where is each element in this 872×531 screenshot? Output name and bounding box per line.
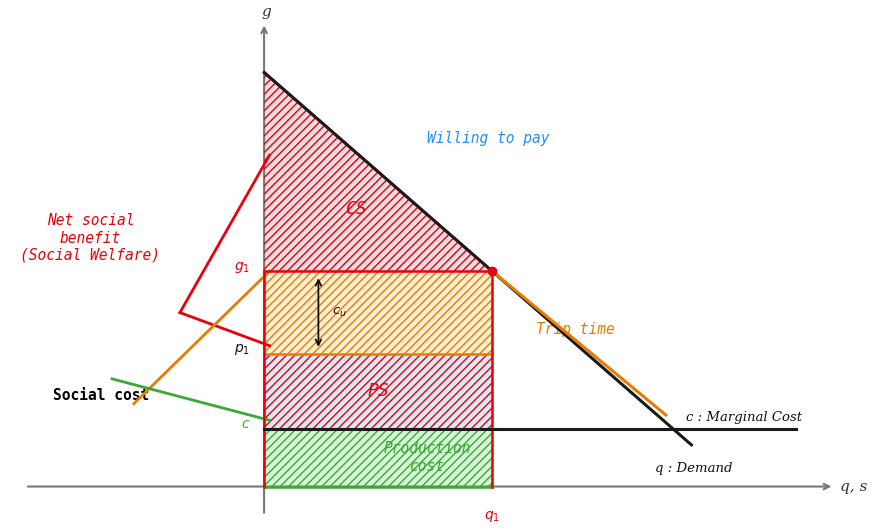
Text: $c$: $c$ (241, 417, 250, 431)
Text: CS: CS (345, 200, 367, 218)
Polygon shape (264, 72, 492, 271)
Text: g: g (262, 5, 272, 19)
Polygon shape (264, 271, 492, 354)
Polygon shape (264, 354, 492, 429)
Text: c : Marginal Cost: c : Marginal Cost (685, 410, 801, 424)
Text: $c_u$: $c_u$ (332, 306, 347, 319)
Polygon shape (264, 72, 492, 271)
Text: $p_1$: $p_1$ (235, 342, 250, 357)
Text: Production
cost: Production cost (383, 441, 471, 474)
Polygon shape (264, 429, 492, 486)
Text: $q_1$: $q_1$ (484, 509, 501, 524)
Text: $g_1$: $g_1$ (235, 260, 250, 275)
Text: Net social
benefit
(Social Welfare): Net social benefit (Social Welfare) (20, 213, 160, 263)
Text: Trip time: Trip time (535, 322, 615, 337)
Text: q : Demand: q : Demand (655, 461, 732, 475)
Text: Social cost: Social cost (53, 388, 149, 403)
Text: q, s: q, s (840, 479, 867, 493)
Text: Willing to pay: Willing to pay (427, 131, 549, 146)
Text: PS: PS (367, 382, 389, 400)
